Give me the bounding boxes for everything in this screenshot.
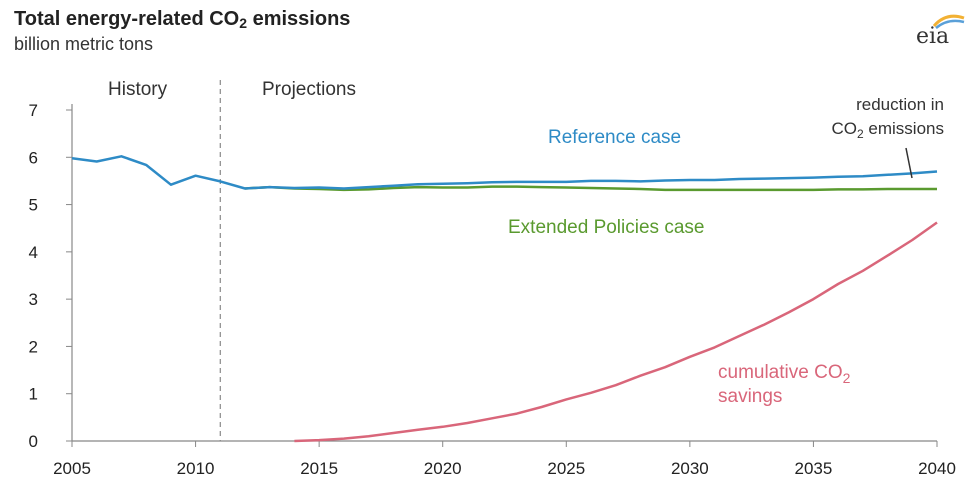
extended-policies-line <box>244 185 937 192</box>
chart-title-subscript: 2 <box>239 15 248 31</box>
cumulative-savings-line <box>294 221 938 443</box>
savings-line1-text: cumulative CO <box>718 362 843 383</box>
x-tick-label: 2040 <box>918 459 956 478</box>
chart-title: Total energy-related CO2 emissions <box>14 8 350 31</box>
history-label: History <box>108 79 168 100</box>
projections-label: Projections <box>262 79 356 100</box>
x-tick-label: 2030 <box>671 459 709 478</box>
x-tick-label: 2035 <box>795 459 833 478</box>
savings-label-line2: savings <box>718 386 782 407</box>
chart-units: billion metric tons <box>14 34 154 54</box>
extended-policies-label: Extended Policies case <box>508 217 704 238</box>
reduction-pointer <box>905 147 913 179</box>
y-tick-label: 0 <box>29 432 38 451</box>
chart-title-main: Total energy-related CO <box>14 8 240 30</box>
axes-layer: 0 1 2 3 4 5 6 7 2005 2010 2015 2020 2025 2030 2035 2040 <box>29 80 956 478</box>
y-tick-label: 2 <box>29 337 38 356</box>
y-tick-label: 1 <box>29 385 38 404</box>
x-tick-label: 2020 <box>424 459 462 478</box>
reference-case-label: Reference case <box>548 127 681 148</box>
reduction-label-line1: reduction in <box>856 95 944 114</box>
chart-title-end: emissions <box>247 8 351 30</box>
reduction-co: CO <box>832 119 858 138</box>
eia-logo-icon <box>932 14 965 29</box>
reduction-end: emissions <box>864 119 944 138</box>
y-tick-label: 7 <box>29 101 38 120</box>
savings-label-line1: cumulative CO2 <box>718 362 851 386</box>
x-tick-label: 2005 <box>53 459 91 478</box>
y-tick-label: 3 <box>29 290 38 309</box>
x-tick-label: 2010 <box>177 459 215 478</box>
x-tick-label: 2015 <box>300 459 338 478</box>
reduction-subscript: 2 <box>857 127 864 141</box>
reduction-label-line2: CO2 emissions <box>832 119 945 141</box>
reference-case-line <box>71 155 938 190</box>
y-tick-label: 5 <box>29 196 38 215</box>
y-tick-label: 4 <box>29 243 38 262</box>
savings-subscript: 2 <box>843 370 851 386</box>
y-tick-label: 6 <box>29 148 38 167</box>
series-layer <box>71 155 938 443</box>
x-tick-label: 2025 <box>547 459 585 478</box>
eia-logo-text: eia <box>916 24 950 49</box>
